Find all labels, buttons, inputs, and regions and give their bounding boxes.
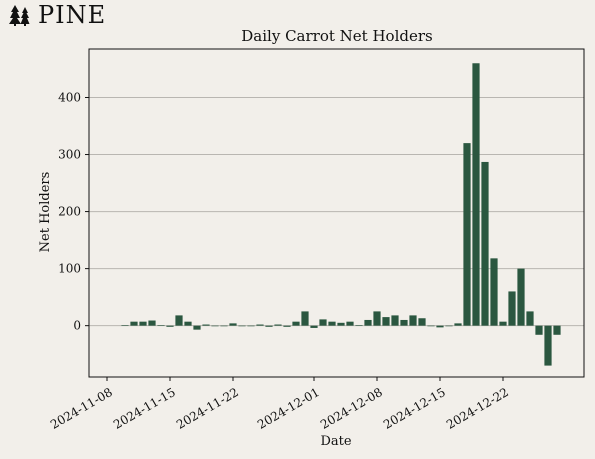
bar [292,321,300,326]
y-tick-label: 400 [58,90,81,104]
bar [202,324,210,326]
bar [445,325,453,327]
bar [193,325,201,330]
x-tick-label: 2024-11-15 [111,385,178,432]
bar [184,321,192,326]
bar [382,317,390,326]
bar [220,325,228,327]
brand-logo: PINE [8,1,107,29]
x-tick-label: 2024-11-22 [174,385,241,432]
bar [121,325,129,326]
bar [265,325,273,327]
bar [346,321,354,326]
y-tick-label: 300 [58,148,81,162]
bar [139,321,147,326]
bar [499,321,507,326]
bars [121,63,561,366]
bar [508,291,516,326]
bar [337,322,345,326]
bar [364,319,372,326]
bar [535,325,543,335]
plot-frame [88,48,585,378]
bar [247,325,255,327]
bar [148,320,156,326]
bar [256,324,264,326]
bar [463,143,471,326]
bar [472,63,480,326]
bar [436,325,444,328]
bar [400,319,408,326]
bar [409,315,417,326]
bar [130,321,138,326]
x-axis-title: Date [320,434,351,449]
bar [301,311,309,326]
bar [553,325,561,335]
bar [274,324,282,326]
bar [319,319,327,326]
bar [328,321,336,326]
y-axis-title: Net Holders [38,172,53,253]
brand-name: PINE [38,1,107,29]
bar [283,325,291,327]
bar [544,325,552,366]
bar [454,323,462,326]
bar [310,325,318,328]
bar [157,325,165,326]
bar [517,268,525,326]
bar [238,325,246,327]
bar [418,318,426,326]
bar [175,315,183,326]
x-tick-label: 2024-11-08 [48,385,115,432]
bar [490,258,498,326]
bar [391,315,399,326]
x-tick-label: 2024-12-15 [381,385,448,432]
bar [229,323,237,326]
pine-trees-icon [9,5,30,26]
bar [373,311,381,326]
x-tick-label: 2024-12-08 [318,385,385,432]
x-tick-label: 2024-12-22 [444,385,511,432]
bar [355,325,363,326]
chart-title: Daily Carrot Net Holders [241,27,432,45]
y-tick-label: 100 [58,262,81,276]
y-axis-ticks: 0 100 200 300 400 [58,90,89,333]
y-tick-label: 0 [73,319,81,333]
y-tick-label: 200 [58,205,81,219]
bar [526,311,534,326]
bar [481,161,489,326]
x-tick-label: 2024-12-01 [255,385,322,432]
bar [427,325,435,327]
bar [166,325,174,327]
bar [211,325,219,327]
